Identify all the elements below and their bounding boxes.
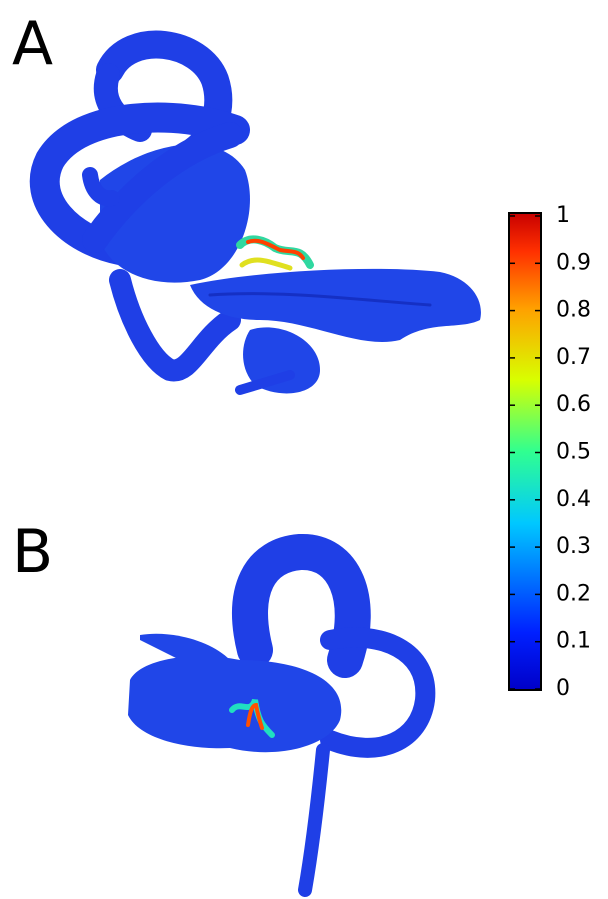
- tick-label: 1: [556, 203, 570, 228]
- lobe: [140, 633, 230, 670]
- tick-label: 0.7: [556, 345, 591, 370]
- hot-spot: [246, 238, 305, 260]
- tick-label: 0.2: [556, 581, 591, 606]
- tick-label: 0.1: [556, 629, 591, 654]
- tick-label: 0.9: [556, 250, 591, 275]
- hot-spot: [239, 257, 293, 271]
- panel-a-render: [29, 30, 481, 395]
- panel-label: B: [12, 517, 53, 587]
- cochlea: [190, 268, 481, 343]
- canal: [232, 534, 371, 678]
- tick-label: 0: [556, 676, 570, 701]
- colorbar: [508, 212, 542, 691]
- hot-spot: [246, 702, 264, 730]
- vestibule: [128, 656, 342, 753]
- hot-spot: [229, 698, 275, 738]
- tick-label: 0.8: [556, 298, 591, 323]
- canal: [109, 269, 241, 382]
- tick-label: 0.4: [556, 487, 591, 512]
- lobe: [243, 327, 320, 394]
- duct: [298, 743, 330, 897]
- canal: [320, 627, 436, 758]
- canal: [82, 167, 120, 207]
- tick-label: 0.6: [556, 392, 591, 417]
- panel-b-render: [128, 534, 436, 897]
- tick-label: 0.3: [556, 534, 591, 559]
- canal: [235, 370, 295, 395]
- panel-label: A: [12, 9, 53, 79]
- canal: [29, 102, 250, 265]
- canal: [82, 122, 243, 253]
- tick-label: 0.5: [556, 440, 591, 465]
- shade: [208, 292, 432, 307]
